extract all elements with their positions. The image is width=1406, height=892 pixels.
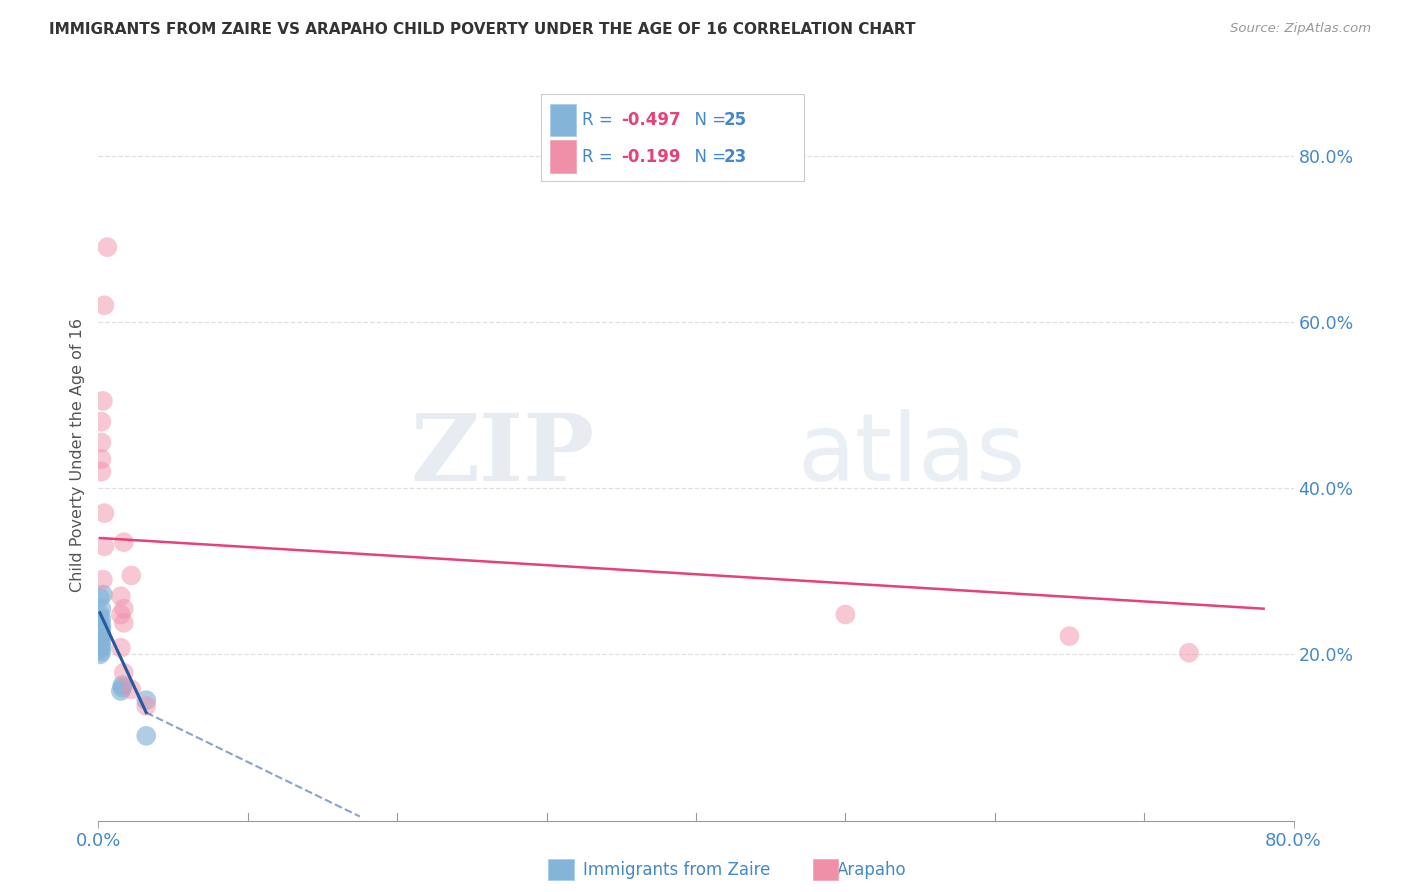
Point (135, 698, 157, 713)
Point (89, 648, 111, 662)
Text: N =: N = (685, 148, 731, 166)
Point (90, 631, 112, 645)
Text: Source: ZipAtlas.com: Source: ZipAtlas.com (1230, 22, 1371, 36)
Point (89, 624, 111, 639)
Point (90, 465, 112, 479)
Point (110, 607, 132, 622)
Point (1059, 629, 1081, 643)
Point (91, 588, 114, 602)
Text: -0.199: -0.199 (620, 148, 681, 166)
Point (93, 298, 115, 312)
Point (120, 682, 142, 697)
Point (135, 729, 157, 743)
Text: -0.497: -0.497 (620, 111, 681, 129)
Point (90, 612, 112, 626)
Point (90, 645, 112, 659)
Point (89, 607, 111, 622)
Point (112, 601, 135, 615)
Point (93, 539, 115, 553)
Y-axis label: Child Poverty Under the Age of 16: Child Poverty Under the Age of 16 (69, 318, 84, 592)
Text: ZIP: ZIP (411, 410, 595, 500)
Point (91, 573, 114, 587)
Point (110, 684, 132, 698)
Point (110, 640, 132, 655)
Point (90, 415, 112, 429)
Point (112, 615, 135, 630)
Point (120, 568, 142, 582)
Text: IMMIGRANTS FROM ZAIRE VS ARAPAHO CHILD POVERTY UNDER THE AGE OF 16 CORRELATION C: IMMIGRANTS FROM ZAIRE VS ARAPAHO CHILD P… (49, 22, 915, 37)
Point (91, 393, 114, 408)
Text: Immigrants from Zaire: Immigrants from Zaire (583, 861, 770, 879)
Point (90, 452, 112, 467)
Point (89, 642, 111, 657)
Point (90, 635, 112, 649)
Point (112, 665, 135, 680)
Point (135, 693, 157, 707)
Point (89, 629, 111, 643)
Point (111, 681, 134, 695)
Point (834, 607, 856, 622)
Text: N =: N = (685, 111, 731, 129)
Point (1178, 646, 1201, 660)
Point (90, 623, 112, 637)
Point (90, 640, 112, 654)
Text: 23: 23 (724, 148, 747, 166)
Point (93, 506, 115, 520)
Point (89, 637, 111, 651)
Point (89, 621, 111, 635)
Text: R =: R = (582, 111, 619, 129)
Point (90, 435, 112, 450)
Point (89, 591, 111, 605)
Point (110, 589, 132, 603)
Text: R =: R = (582, 148, 619, 166)
Text: atlas: atlas (797, 409, 1026, 501)
Text: 25: 25 (724, 111, 747, 129)
Point (89, 632, 111, 647)
Point (111, 678, 134, 692)
Text: Arapaho: Arapaho (837, 861, 907, 879)
Point (112, 535, 135, 549)
Point (96, 240, 118, 254)
Point (90, 601, 112, 615)
Point (90, 618, 112, 632)
Point (90, 627, 112, 641)
Point (89, 615, 111, 630)
